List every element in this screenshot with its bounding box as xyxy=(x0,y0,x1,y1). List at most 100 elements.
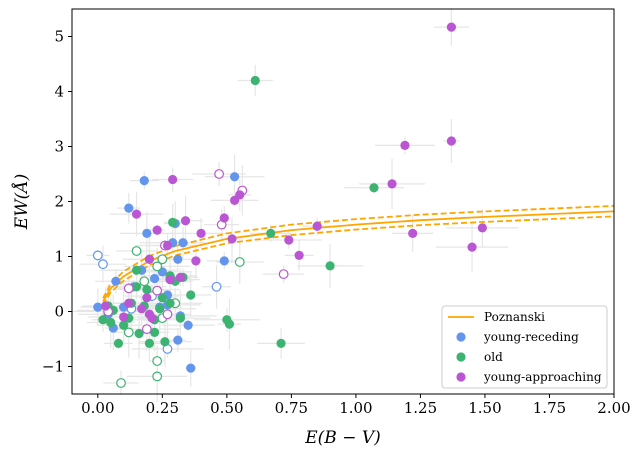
young-approaching-point xyxy=(312,221,322,231)
old-point xyxy=(131,265,142,275)
young-receding-point xyxy=(139,176,149,186)
young-approaching-point xyxy=(131,209,142,219)
legend-label: young-approaching xyxy=(483,370,602,384)
legend-box xyxy=(441,305,608,389)
young-receding-point xyxy=(178,238,188,248)
old-point-hollow xyxy=(152,371,163,382)
young-approaching-point xyxy=(162,240,173,251)
x-axis-ticks: 0.00 0.25 0.50 0.75 1.00 1.25 1.50 1.75 2.00 xyxy=(81,394,631,417)
young-approaching-point xyxy=(147,313,157,323)
legend-swatch-dot xyxy=(456,332,466,342)
young-receding-point xyxy=(149,273,160,284)
old-point-hollow xyxy=(131,246,142,256)
young-approaching-point xyxy=(446,22,456,32)
y-tick-label: 1 xyxy=(54,248,64,266)
young-approaching-point xyxy=(168,174,178,185)
young-approaching-point-hollow xyxy=(141,324,152,335)
old-point xyxy=(160,337,170,347)
old-point-hollow xyxy=(123,327,134,338)
young-receding-point-hollow xyxy=(98,259,108,270)
old-point xyxy=(186,290,196,300)
y-tick-label: 0 xyxy=(54,303,64,321)
x-tick-label: 1.25 xyxy=(404,399,437,417)
young-approaching-point xyxy=(227,234,237,244)
young-approaching-point xyxy=(144,254,155,264)
young-approaching-point xyxy=(152,225,162,235)
legend-label: Poznanski xyxy=(484,310,545,324)
x-tick-label: 2.00 xyxy=(597,399,630,417)
young-receding-point xyxy=(219,256,229,266)
young-approaching-point xyxy=(284,235,294,245)
young-approaching-point xyxy=(100,301,111,311)
old-point xyxy=(157,293,167,303)
young-receding-point xyxy=(124,203,134,213)
x-tick-label: 1.00 xyxy=(339,399,372,417)
poznanski-lower-bound xyxy=(102,215,614,306)
old-point xyxy=(144,338,155,348)
poznanski-fit xyxy=(102,205,614,306)
young-approaching-point xyxy=(400,140,410,150)
y-axis-ticks: −1 0 1 2 3 4 5 xyxy=(42,28,72,376)
young-approaching-point-hollow xyxy=(214,169,225,179)
old-point-hollow xyxy=(116,378,126,388)
old-point-hollow xyxy=(139,276,150,287)
young-receding-point-hollow xyxy=(92,250,103,261)
old-point xyxy=(369,183,379,193)
x-tick-label: 0.75 xyxy=(275,399,308,417)
x-tick-label: 0.50 xyxy=(210,399,243,417)
y-tick-label: 3 xyxy=(54,138,64,156)
young-approaching-point xyxy=(294,250,304,260)
legend-label: young-receding xyxy=(483,330,579,344)
legend-swatch-dot xyxy=(456,372,466,382)
old-point xyxy=(134,328,144,339)
young-approaching-point xyxy=(180,216,191,226)
young-approaching-point xyxy=(191,256,201,266)
old-point xyxy=(325,261,335,271)
young-approaching-point xyxy=(230,195,240,205)
young-approaching-point xyxy=(196,228,206,238)
x-axis-label: E(B − V) xyxy=(304,428,381,448)
x-tick-label: 0.00 xyxy=(81,399,114,417)
y-tick-label: 2 xyxy=(54,193,64,211)
young-approaching-point-hollow xyxy=(162,309,173,320)
young-receding-point xyxy=(230,172,240,182)
young-approaching-point xyxy=(165,275,175,285)
y-tick-label: 5 xyxy=(54,28,64,46)
data-points xyxy=(92,22,487,388)
legend-label: old xyxy=(484,350,503,364)
old-point-hollow xyxy=(152,356,163,366)
old-point xyxy=(106,317,116,328)
young-receding-point xyxy=(173,335,183,345)
old-point xyxy=(131,282,142,292)
young-approaching-point xyxy=(119,312,129,322)
young-receding-point xyxy=(93,302,103,312)
old-point xyxy=(149,327,160,337)
legend-swatch-dot xyxy=(456,352,466,362)
young-approaching-point xyxy=(408,228,418,238)
young-receding-point xyxy=(111,276,121,286)
old-point xyxy=(168,217,178,227)
young-receding-point xyxy=(186,363,196,373)
young-approaching-point xyxy=(124,298,134,308)
old-point xyxy=(224,319,235,329)
y-tick-label: 4 xyxy=(54,83,64,101)
x-tick-label: 1.75 xyxy=(533,399,566,417)
young-approaching-point xyxy=(477,223,487,233)
young-approaching-point-hollow xyxy=(123,283,134,294)
poznanski-line xyxy=(102,210,614,303)
old-point-hollow xyxy=(152,261,163,272)
old-point xyxy=(142,284,152,295)
legend: Poznanski young-receding old young-approach… xyxy=(441,305,608,389)
young-approaching-point-hollow xyxy=(278,269,289,280)
y-tick-label: −1 xyxy=(42,358,64,376)
young-receding-point xyxy=(142,228,152,238)
old-point xyxy=(165,298,175,308)
y-axis-label: EW(Å) xyxy=(11,174,32,230)
young-approaching-point xyxy=(446,136,456,146)
young-receding-point xyxy=(173,254,183,264)
old-point xyxy=(175,313,185,323)
old-point-hollow xyxy=(157,254,168,265)
old-point xyxy=(119,320,129,330)
x-tick-label: 1.50 xyxy=(468,399,501,417)
